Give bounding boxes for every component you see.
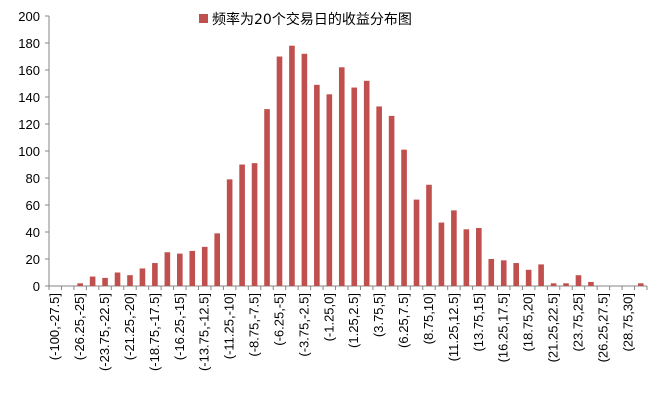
bar — [575, 275, 582, 286]
bar — [214, 233, 220, 286]
x-tick-label: (1.25,2.5] — [346, 293, 361, 348]
bar — [500, 260, 507, 286]
bar — [301, 53, 308, 286]
x-tick-label: (-26.25,-25] — [72, 293, 87, 360]
bar — [588, 281, 594, 286]
bar — [164, 252, 171, 286]
bar — [127, 275, 133, 286]
bar — [289, 45, 295, 287]
bars — [77, 45, 644, 287]
y-tick-label: 160 — [18, 63, 40, 78]
bar — [139, 268, 146, 286]
x-tick-label: (28.75,30] — [620, 293, 635, 352]
y-tick-label: 100 — [18, 144, 40, 159]
x-tick-label: (-23.75,-22.5] — [97, 293, 112, 371]
bar — [413, 199, 420, 286]
x-tick-label: (-1.25,0] — [321, 293, 336, 341]
y-tick-label: 0 — [33, 279, 40, 294]
x-tick-label: (-6.25,-5] — [271, 293, 286, 346]
x-tick-label: (-18.75,-17.5] — [147, 293, 162, 371]
bar — [637, 283, 644, 286]
x-tick-label: (3.75,5] — [371, 293, 386, 337]
legend: 频率为20个交易日的收益分布图 — [199, 11, 412, 28]
y-tick-label: 80 — [26, 171, 40, 186]
bar — [451, 210, 457, 286]
bar — [525, 269, 532, 286]
bar — [463, 229, 470, 286]
x-tick-label: (11.25,12.5] — [446, 293, 461, 361]
x-tick-label: (21.25,22.5] — [546, 293, 561, 362]
bar — [89, 276, 96, 286]
bar — [563, 283, 569, 286]
x-tick-label: (6.25,7.5] — [396, 293, 411, 348]
bar — [550, 283, 557, 286]
bar — [239, 164, 245, 286]
bar — [276, 56, 283, 286]
y-tick-label: 40 — [26, 225, 40, 240]
bar — [201, 246, 208, 286]
x-tick-label: (26.25,27.5] — [595, 293, 610, 362]
x-tick-label: (-11.25,-10] — [222, 293, 237, 359]
x-tick-label: (-8.75,-7.5] — [247, 293, 262, 357]
bar — [376, 106, 382, 286]
bar — [426, 184, 432, 286]
bar — [77, 283, 83, 286]
bar — [226, 179, 233, 286]
bar — [476, 227, 482, 286]
bar — [388, 115, 395, 287]
y-tick-label: 140 — [18, 90, 40, 105]
bar — [488, 259, 495, 286]
bar — [177, 253, 183, 286]
bar — [152, 263, 158, 286]
x-tick-label: (23.75,25] — [570, 293, 585, 352]
bar — [363, 80, 370, 286]
y-tick-label: 180 — [18, 36, 40, 51]
bar — [326, 94, 333, 286]
x-tick-label: (8.75,10] — [421, 293, 436, 344]
bar — [351, 87, 358, 286]
x-tick-label: (-13.75,-12.5] — [197, 293, 212, 371]
bar — [538, 264, 544, 286]
bar — [513, 263, 519, 286]
bar — [314, 84, 320, 286]
x-tick-label: (16.25,17.5] — [496, 293, 511, 362]
x-tick-label: (-16.25,-15] — [172, 293, 187, 360]
y-tick-label: 200 — [18, 9, 40, 24]
bar — [401, 149, 407, 286]
bar — [114, 272, 121, 286]
x-tick-label: (13.75,15] — [471, 293, 486, 352]
bar — [338, 67, 345, 286]
x-tick-label: (-3.75,-2.5] — [296, 293, 311, 357]
y-tick-label: 120 — [18, 117, 40, 132]
x-tick-labels: (-100,-27.5] (-26.25,-25] (-23.75,-22.5] (-… — [47, 286, 648, 371]
bar — [264, 109, 270, 287]
y-tick-labels: 0 20 40 60 80 100 120 140 160 180 200 — [18, 9, 49, 294]
y-tick-label: 20 — [26, 252, 40, 267]
bar — [251, 163, 258, 286]
legend-swatch — [199, 14, 208, 23]
legend-label: 频率为20个交易日的收益分布图 — [212, 11, 412, 28]
x-tick-label: (-100,-27.5] — [47, 293, 62, 360]
bar — [438, 222, 445, 286]
x-tick-label: (-21.25,-20] — [122, 293, 137, 360]
bar — [102, 277, 108, 286]
x-tick-label: (18.75,20] — [521, 293, 536, 352]
bar — [189, 250, 196, 286]
y-tick-label: 60 — [26, 198, 40, 213]
